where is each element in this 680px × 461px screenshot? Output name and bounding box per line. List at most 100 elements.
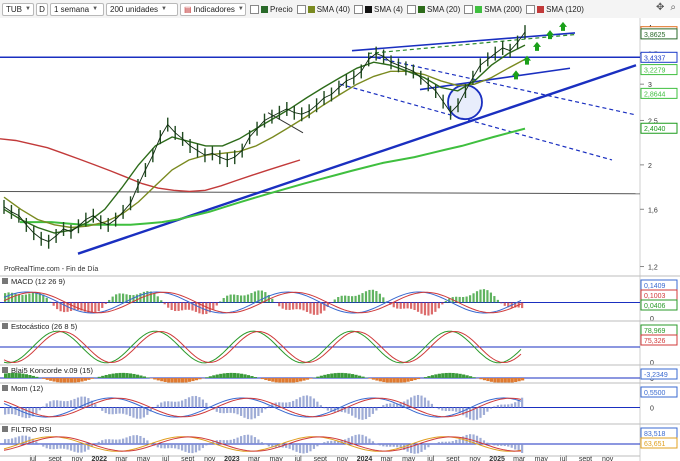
price-line [3,31,526,243]
legend-swatch [475,5,483,13]
histogram-bar [111,439,114,444]
checkbox-icon[interactable] [526,4,536,14]
koncorde-bar [219,373,223,378]
koncorde-bar [517,378,521,382]
histogram-bar [382,297,385,303]
histogram-bar [260,290,263,303]
histogram-bar [125,437,128,444]
pane-icon[interactable] [2,385,8,391]
indicators-button[interactable]: ▤ Indicadores ▼ [180,2,246,16]
pane-icon[interactable] [2,367,8,373]
histogram-bar [493,406,496,408]
x-tick-label: 2024 [357,456,373,461]
histogram-bar [121,407,125,414]
x-tick-label: nov [469,456,481,461]
histogram-bar [62,444,66,449]
histogram-bar [472,407,475,421]
histogram-bar [302,395,305,408]
histogram-bar [347,437,350,444]
koncorde-bar [205,377,209,378]
histogram-bar [97,441,100,444]
ticker-label: TUB [6,4,22,14]
histogram-bar [21,294,24,303]
histogram-bar [83,444,87,452]
histogram-bar [28,407,31,418]
ticker-select[interactable]: TUB ▼ [2,2,34,16]
histogram-bar [108,407,111,415]
chevron-down-icon: ▼ [237,6,244,12]
koncorde-bar [160,378,164,382]
histogram-bar [455,407,458,412]
checkbox-icon[interactable] [406,4,416,14]
histogram-bar [364,407,368,420]
histogram-bar [458,407,461,414]
histogram-bar [132,435,135,444]
koncorde-bar [451,372,455,378]
koncorde-bar [434,374,438,378]
histogram-bar [493,296,496,303]
pane-icon[interactable] [2,323,8,329]
histogram-bar [406,302,409,309]
histogram-bar [441,441,444,444]
histogram-bar [132,407,135,418]
legend-item[interactable]: Precio [250,4,293,14]
koncorde-bar [403,378,407,383]
histogram-bar [149,291,152,303]
koncorde-bar [378,378,382,382]
koncorde-bar [489,378,493,382]
legend-item[interactable]: SMA (40) [296,4,350,14]
checkbox-icon[interactable] [250,4,259,14]
histogram-bar [229,407,232,413]
pane-icon[interactable] [2,426,8,432]
koncorde-bar [253,377,258,378]
koncorde-bar [462,374,466,378]
histogram-bar [125,294,128,303]
histogram-bar [153,293,156,303]
checkbox-icon[interactable] [464,4,474,14]
koncorde-bar [73,378,77,383]
histogram-bar [378,293,381,303]
indicator-signal-line [3,291,522,314]
koncorde-bar [222,373,226,378]
short-trendline [267,112,304,134]
koncorde-bar [14,372,18,378]
timeframe-letter-button[interactable]: D [36,2,48,16]
pane-icon[interactable] [2,278,8,284]
koncorde-bar [83,378,88,381]
histogram-bar [316,401,319,408]
histogram-bar [333,299,336,303]
koncorde-bar [267,378,271,381]
histogram-bar [10,438,14,444]
search-icon[interactable]: ⌕ [670,2,676,13]
histogram-bar [69,400,73,408]
period-select[interactable]: 1 semana ▼ [50,2,104,16]
x-tick-label: mar [381,456,394,461]
histogram-bar [83,302,87,312]
histogram-bar [382,405,385,408]
histogram-bar [212,441,215,444]
histogram-bar [90,400,93,408]
koncorde-bar [226,373,230,378]
dashed-blue-line-upper [369,55,637,116]
histogram-bar [458,296,461,303]
histogram-bar [35,291,38,303]
units-select[interactable]: 200 unidades ▼ [106,2,178,16]
histogram-bar [413,395,416,408]
histogram-bar [184,398,187,408]
koncorde-bar [271,378,275,382]
histogram-bar [146,407,149,415]
koncorde-bar [90,378,94,379]
legend-item[interactable]: SMA (200) [464,4,522,14]
legend-item[interactable]: SMA (120) [526,4,584,14]
histogram-bar [486,442,489,444]
histogram-bar [104,302,107,305]
checkbox-icon[interactable] [296,4,306,14]
checkbox-icon[interactable] [354,4,364,14]
histogram-bar [21,435,24,444]
pane-badge [640,299,678,311]
legend-item[interactable]: SMA (20) [406,4,460,14]
histogram-bar [191,396,194,408]
pan-icon[interactable]: ✥ [656,2,665,13]
legend-item[interactable]: SMA (4) [354,4,403,14]
